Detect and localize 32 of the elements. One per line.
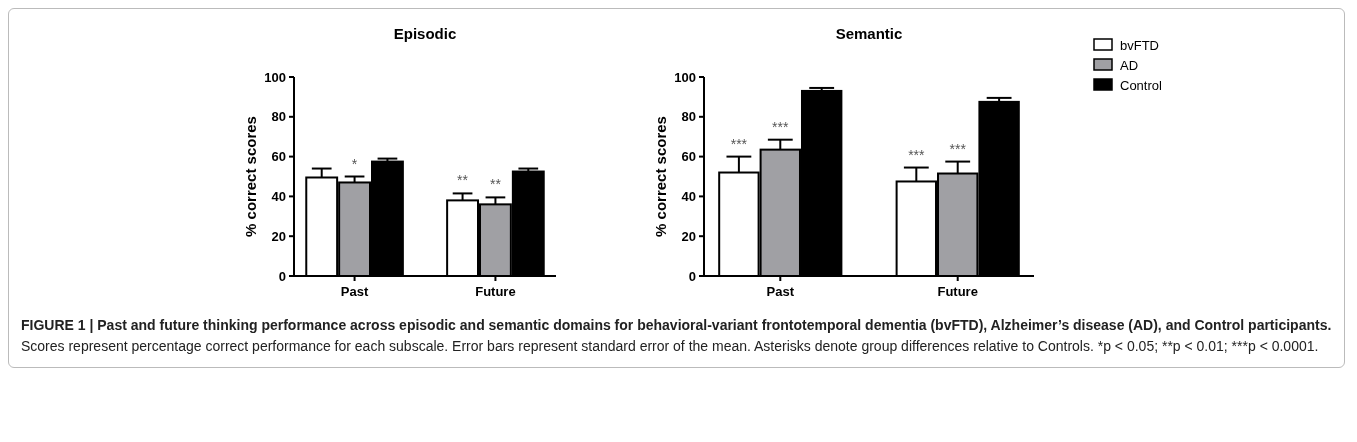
y-tick-label: 40 <box>681 188 696 204</box>
data-label: *** <box>730 135 748 152</box>
legend-label: Control <box>1120 77 1163 93</box>
y-tick-label: 100 <box>264 69 286 85</box>
y-tick-label: 0 <box>278 268 286 284</box>
data-label: *** <box>772 118 790 135</box>
data-label: *** <box>908 146 926 163</box>
data-label: ** <box>489 176 502 193</box>
x-tick-label: Past <box>340 284 369 299</box>
x-tick-label: Future <box>937 284 978 299</box>
text: Scores represent percentage correct performance for each subscale. Error bars represent standard error of the mean. Asterisks denote group differences relative to Controls. *p < 0.05; **p < 0.01; ***p < 0.0001. <box>21 338 1319 354</box>
y-tick-label: 80 <box>271 109 286 125</box>
chart-title: Semantic <box>835 25 903 42</box>
x-tick-label: Past <box>766 284 795 299</box>
legend-label: AD <box>1120 57 1139 73</box>
x-tick-label: Future <box>475 284 516 299</box>
y-axis-title: % correct scores <box>652 116 669 237</box>
y-tick-label: 20 <box>271 228 286 244</box>
y-tick-label: 80 <box>681 109 696 125</box>
caption: FIGURE 1 | Past and future thinking performance across episodic and semantic domains for behavioral-variant frontotemporal dementia (bvFTD), Alzheimer’s disease (AD), and Control participants. <box>21 317 1332 333</box>
y-tick-label: 100 <box>674 69 696 85</box>
chart-title: Episodic <box>393 25 457 42</box>
legend-label: bvFTD <box>1120 37 1159 53</box>
data-label: ** <box>457 172 469 189</box>
y-tick-label: 60 <box>271 149 286 165</box>
data-label: * <box>351 155 358 172</box>
data-label: *** <box>949 140 967 157</box>
y-tick-label: 60 <box>681 149 696 165</box>
y-axis-title: % correct scores <box>242 116 259 237</box>
y-tick-label: 0 <box>688 268 696 284</box>
y-tick-label: 40 <box>271 188 286 204</box>
y-tick-label: 20 <box>681 228 696 244</box>
